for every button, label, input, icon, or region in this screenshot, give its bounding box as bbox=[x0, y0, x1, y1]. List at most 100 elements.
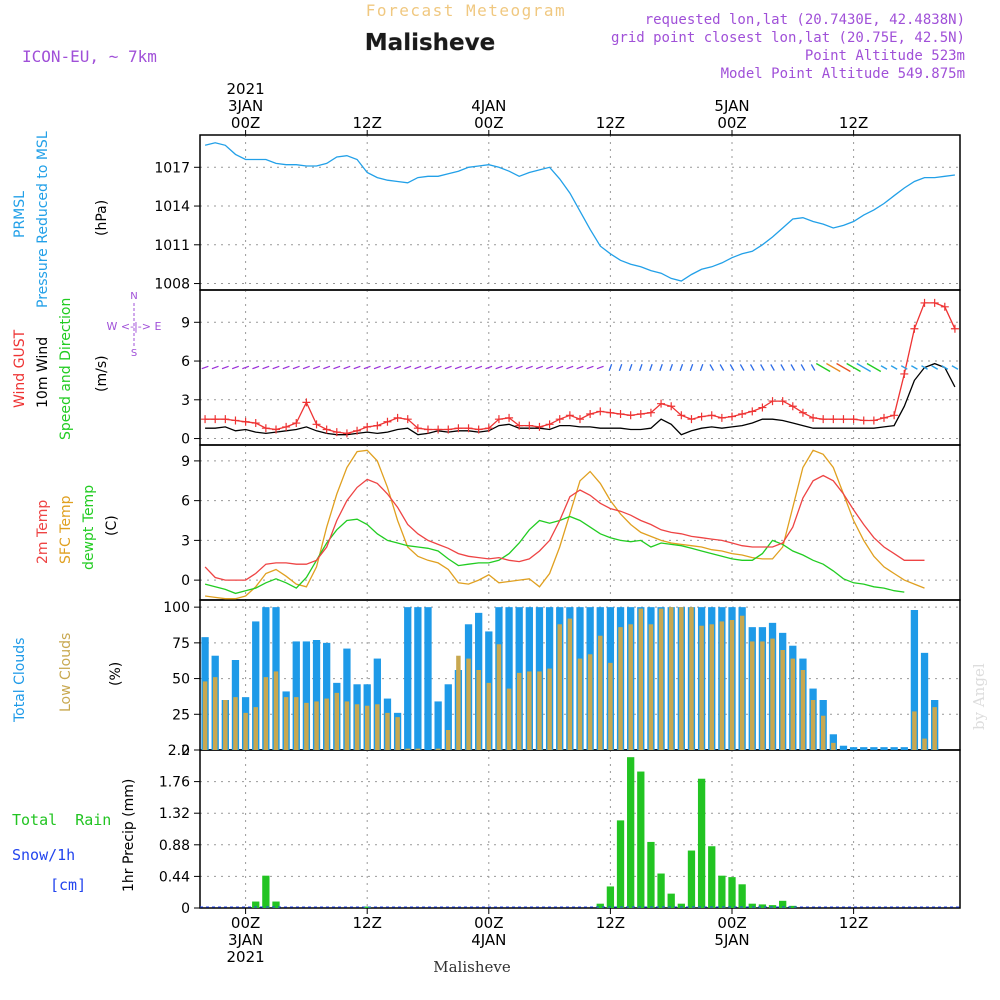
wind-direction-arrow bbox=[709, 364, 715, 371]
gust-marker bbox=[272, 425, 280, 434]
rain-bar bbox=[687, 850, 696, 908]
gust-marker bbox=[839, 415, 848, 424]
wind-direction-arrow bbox=[444, 365, 452, 370]
wind-direction-arrow bbox=[201, 365, 209, 370]
wind-ytick-label: 9 bbox=[181, 315, 190, 331]
sfc-temp-line bbox=[205, 449, 925, 600]
footer-label: Malisheve bbox=[433, 958, 511, 976]
wind-direction-arrow bbox=[383, 365, 391, 370]
gust-marker bbox=[403, 415, 412, 424]
wind-direction-arrow bbox=[900, 365, 908, 370]
gust-marker bbox=[454, 424, 463, 433]
gust-marker bbox=[312, 420, 321, 429]
low-cloud-bar bbox=[212, 677, 218, 750]
gust-marker bbox=[657, 399, 666, 408]
top-time-label: 00Z bbox=[231, 114, 260, 132]
wind-direction-arrow bbox=[729, 364, 735, 371]
gust-marker bbox=[515, 421, 524, 430]
clouds-ytick-label: 0 bbox=[181, 743, 190, 759]
wind-direction-arrow bbox=[749, 364, 755, 371]
gust-marker bbox=[626, 411, 635, 420]
wind-ytick-label: 0 bbox=[181, 432, 190, 448]
bottom-time-label: 12Z bbox=[596, 914, 625, 932]
gust-marker bbox=[332, 428, 341, 437]
total-cloud-bar bbox=[860, 747, 868, 750]
wind-direction-arrow bbox=[880, 365, 888, 370]
wind10m-line bbox=[205, 362, 956, 436]
gust-marker bbox=[910, 324, 919, 333]
clouds-ytick-label: 50 bbox=[172, 672, 190, 688]
rain-bar bbox=[728, 877, 736, 908]
wind-direction-arrow bbox=[535, 365, 543, 370]
low-cloud-bar bbox=[233, 697, 238, 750]
low-cloud-bar bbox=[699, 625, 704, 750]
wind-direction-arrow bbox=[373, 365, 381, 370]
compass-n: N bbox=[130, 291, 137, 302]
wind-direction-arrow bbox=[546, 365, 554, 370]
temperature-ytick-label: 6 bbox=[181, 494, 190, 510]
wind-direction-arrow bbox=[815, 362, 831, 373]
low-cloud-bar bbox=[273, 671, 279, 750]
low-cloud-bar bbox=[770, 638, 775, 750]
low-cloud-bar bbox=[618, 627, 623, 750]
chart-title: Malisheve bbox=[365, 30, 495, 56]
plot-layer: 100810111014101703690369025507510000.440… bbox=[154, 80, 961, 966]
low-cloud-bar bbox=[446, 730, 451, 750]
low-cloud-bar bbox=[668, 607, 674, 750]
gust-marker bbox=[778, 397, 787, 406]
wind-direction-arrow bbox=[465, 365, 473, 370]
bottom-time-label: 00Z bbox=[231, 914, 260, 932]
gust-marker bbox=[434, 425, 443, 434]
gust-marker bbox=[717, 413, 726, 422]
low-cloud-bar bbox=[334, 692, 340, 750]
low-cloud-bar bbox=[486, 682, 492, 750]
cloud-side-labels: Total Clouds Low Clouds (%) bbox=[12, 633, 124, 723]
wind-direction-arrow bbox=[800, 364, 806, 371]
gust-marker bbox=[900, 369, 909, 378]
wind-direction-arrow bbox=[951, 365, 959, 370]
gust-marker bbox=[758, 403, 767, 412]
gust-marker bbox=[555, 415, 564, 424]
low-cloud-bar bbox=[750, 641, 755, 750]
total-cloud-bar bbox=[434, 701, 442, 750]
low-cloud-bar bbox=[922, 738, 927, 750]
wind-direction-arrow bbox=[262, 365, 270, 370]
wind-10m-label: 10m Wind bbox=[35, 337, 51, 408]
low-cloud-bar bbox=[658, 608, 664, 750]
gust-marker bbox=[788, 402, 797, 411]
gust-marker bbox=[829, 415, 838, 424]
low-cloud-bar bbox=[506, 688, 512, 750]
wind-direction-arrow bbox=[608, 363, 613, 372]
low-cloud-bar bbox=[780, 650, 785, 750]
gust-marker bbox=[393, 413, 402, 422]
wind-direction-arrow bbox=[780, 364, 785, 371]
wind-direction-arrow bbox=[323, 365, 331, 370]
precip-side-labels: Total Rain Snow/1h [cm] 1hr Precip (mm) bbox=[12, 779, 137, 894]
gust-marker bbox=[302, 398, 311, 407]
wind-direction-arrow bbox=[826, 362, 841, 373]
wind-direction-arrow bbox=[790, 364, 796, 371]
wind-ytick-label: 6 bbox=[181, 354, 190, 370]
wind-direction-arrow bbox=[454, 365, 462, 370]
temp-unit: (C) bbox=[104, 515, 120, 536]
rain-bar bbox=[667, 893, 675, 908]
wind-direction-arrow bbox=[505, 365, 513, 370]
gust-marker bbox=[606, 408, 615, 417]
gust-marker bbox=[444, 425, 453, 434]
wind-direction-arrow bbox=[282, 365, 290, 370]
low-cloud-bar bbox=[435, 748, 441, 750]
low-cloud-bar bbox=[537, 671, 542, 750]
wind-direction-arrow bbox=[272, 365, 280, 370]
wind-direction-arrow bbox=[596, 365, 604, 370]
wind-direction-arrow bbox=[586, 365, 594, 370]
pressure-line bbox=[204, 142, 955, 282]
low-cloud-bar bbox=[405, 748, 410, 750]
clouds-ytick-label: 100 bbox=[163, 600, 190, 616]
wind-direction-arrow bbox=[242, 365, 250, 370]
rain-bar bbox=[252, 901, 260, 908]
gust-marker bbox=[768, 397, 777, 406]
total-cloud-bar bbox=[444, 684, 452, 750]
gust-marker bbox=[565, 411, 574, 420]
total-cloud-bar bbox=[849, 747, 858, 750]
